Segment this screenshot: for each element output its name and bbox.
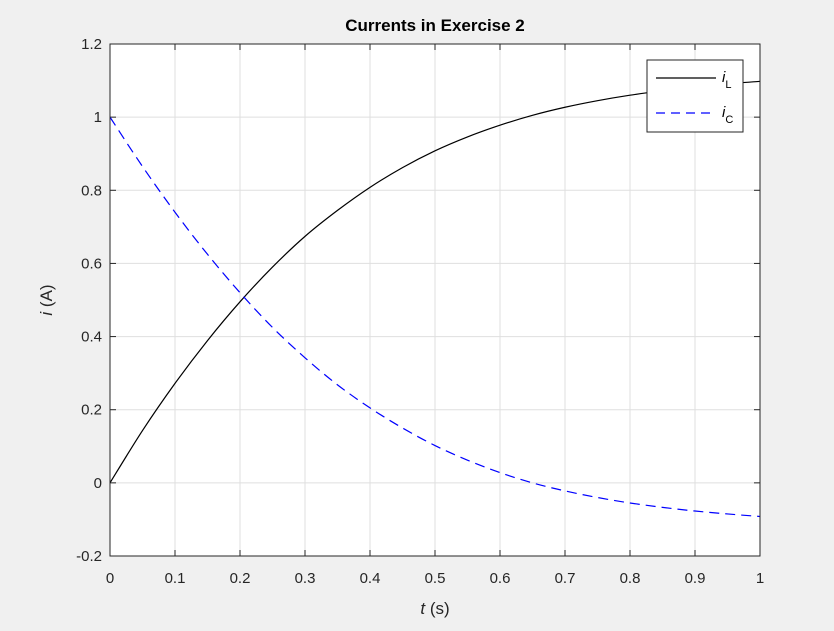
y-axis-variable: i bbox=[37, 311, 56, 316]
x-tick-label: 0.5 bbox=[425, 570, 446, 587]
y-axis-unit: (A) bbox=[37, 284, 56, 311]
legend-series-1-subscript: L bbox=[725, 79, 731, 91]
x-tick-label: 0.2 bbox=[230, 570, 251, 587]
x-tick-label: 0.3 bbox=[295, 570, 316, 587]
y-tick-label: 0.6 bbox=[81, 255, 102, 272]
x-axis-variable: t bbox=[420, 599, 426, 618]
x-tick-label: 0.4 bbox=[360, 570, 381, 587]
x-tick-label: 0.8 bbox=[620, 570, 641, 587]
y-axis-label: i (A) bbox=[37, 284, 56, 315]
axes-box bbox=[109, 43, 761, 557]
x-tick-label: 0.1 bbox=[165, 570, 186, 587]
x-tick-labels: 0 0.1 0.2 0.3 0.4 0.5 0.6 0.7 0.8 0.9 1 bbox=[106, 570, 764, 587]
legend-series-1-name: i bbox=[722, 69, 726, 86]
x-tick-label: 1 bbox=[756, 570, 764, 587]
x-tick-label: 0.6 bbox=[490, 570, 511, 587]
y-tick-label: 1 bbox=[94, 109, 102, 126]
legend-label-series-1: iL bbox=[722, 69, 731, 91]
legend: iL iC bbox=[646, 59, 744, 133]
y-tick-label: 1.2 bbox=[81, 36, 102, 53]
x-tick-label: 0 bbox=[106, 570, 114, 587]
legend-label-series-2: iC bbox=[722, 104, 733, 126]
y-tick-label: -0.2 bbox=[76, 548, 102, 565]
chart-title: Currents in Exercise 2 bbox=[345, 16, 525, 35]
y-tick-label: 0 bbox=[94, 475, 102, 492]
x-axis-unit: (s) bbox=[425, 599, 450, 618]
legend-box bbox=[646, 59, 744, 133]
legend-series-2-subscript: C bbox=[725, 114, 733, 126]
series-line-2 bbox=[109, 116, 761, 518]
y-tick-label: 0.8 bbox=[81, 182, 102, 199]
x-axis-label: t (s) bbox=[420, 599, 449, 618]
x-tick-label: 0.7 bbox=[555, 570, 576, 587]
y-tick-label: 0.2 bbox=[81, 402, 102, 419]
x-tick-label: 0.9 bbox=[685, 570, 706, 587]
legend-series-2-name: i bbox=[722, 104, 726, 121]
y-tick-labels: -0.2 0 0.2 0.4 0.6 0.8 1 1.2 bbox=[76, 36, 102, 565]
y-tick-label: 0.4 bbox=[81, 329, 102, 346]
